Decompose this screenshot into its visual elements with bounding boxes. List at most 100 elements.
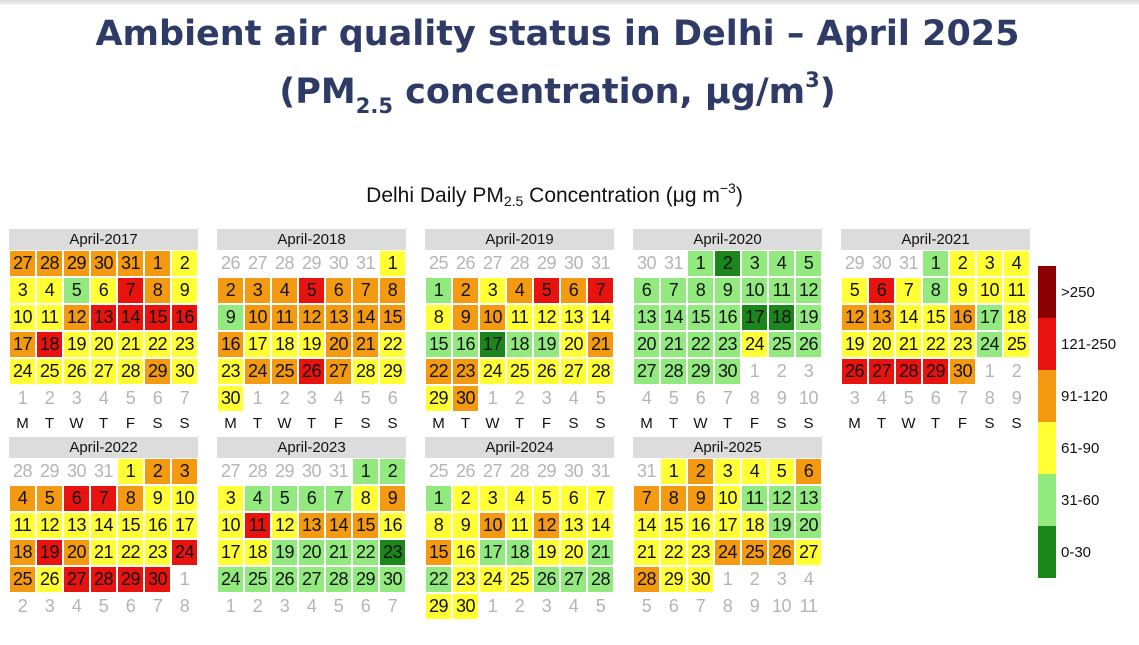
day-cell: 12 xyxy=(36,512,63,539)
day-cell: 14 xyxy=(90,512,117,539)
day-cell: 29 xyxy=(425,385,452,412)
day-cell: 29 xyxy=(687,358,714,385)
day-cell: 17 xyxy=(976,304,1003,331)
day-cell: 11 xyxy=(768,277,795,304)
day-cell: 14 xyxy=(352,304,379,331)
weekday-label: S xyxy=(803,415,814,432)
day-cell: 15 xyxy=(144,304,171,331)
legend-swatch xyxy=(1038,266,1056,318)
day-cell: 22 xyxy=(144,331,171,358)
day-cell: 23 xyxy=(452,566,479,593)
day-cell: 13 xyxy=(298,512,325,539)
weekday-label: T xyxy=(44,415,55,432)
day-cell: 28 xyxy=(325,566,352,593)
day-cell: 28 xyxy=(506,250,533,277)
day-cell: 18 xyxy=(768,304,795,331)
day-cell: 27 xyxy=(633,358,660,385)
day-cell: 19 xyxy=(841,331,868,358)
month-panel-april-2022: April-2022 28 29 30 31 1 2 3 4 5 6 7 8 9 10 11 12 13 14 15 1… xyxy=(9,437,198,645)
day-cell: 12 xyxy=(795,277,822,304)
legend-label: 31-60 xyxy=(1061,492,1100,509)
day-cell: 30 xyxy=(171,358,198,385)
day-cell: 10 xyxy=(479,304,506,331)
day-cell: 4 xyxy=(741,458,768,485)
day-cell: 27 xyxy=(325,358,352,385)
month-grid: 27 28 29 30 31 1 2 3 4 5 6 7 8 9 10 11 12 13 14 15 16 17 18 19 2… xyxy=(217,458,406,620)
day-cell: 16 xyxy=(379,512,406,539)
day-cell: 22 xyxy=(379,331,406,358)
day-cell: 30 xyxy=(144,566,171,593)
day-cell: 19 xyxy=(533,539,560,566)
day-cell: 16 xyxy=(714,304,741,331)
day-cell: 18 xyxy=(741,512,768,539)
day-cell: 27 xyxy=(90,358,117,385)
headline-line2-suffix: ) xyxy=(819,72,836,112)
day-cell: 8 xyxy=(425,304,452,331)
day-cell: 31 xyxy=(660,250,687,277)
legend-label: 0-30 xyxy=(1061,544,1092,561)
legend-label: 121-250 xyxy=(1061,336,1117,353)
day-cell: 9 xyxy=(1003,385,1030,412)
day-cell: 7 xyxy=(90,485,117,512)
day-cell: 15 xyxy=(117,512,144,539)
day-cell: 25 xyxy=(506,566,533,593)
month-grid: 27 28 29 30 31 1 2 3 4 5 6 7 8 9 10 11 12 13 14 15 16 17 18 19 2… xyxy=(9,250,198,412)
day-cell: 23 xyxy=(217,358,244,385)
day-cell: 20 xyxy=(560,331,587,358)
day-cell: 5 xyxy=(587,385,614,412)
day-cell: 15 xyxy=(425,331,452,358)
day-cell: 1 xyxy=(922,250,949,277)
day-cell: 15 xyxy=(425,539,452,566)
day-cell: 19 xyxy=(63,331,90,358)
day-cell: 31 xyxy=(633,458,660,485)
day-cell: 7 xyxy=(587,485,614,512)
month-panel-april-2021: April-2021 29 30 31 1 2 3 4 5 6 7 8 9 10 11 12 13 14 15 16 1… xyxy=(841,229,1030,437)
day-cell: 4 xyxy=(795,566,822,593)
legend-label: >250 xyxy=(1061,284,1095,301)
day-cell: 5 xyxy=(841,277,868,304)
day-cell: 27 xyxy=(868,358,895,385)
day-cell: 18 xyxy=(506,539,533,566)
day-cell: 6 xyxy=(379,385,406,412)
legend-swatch xyxy=(1038,318,1056,370)
day-cell: 3 xyxy=(479,485,506,512)
day-cell: 5 xyxy=(768,458,795,485)
day-cell: 20 xyxy=(868,331,895,358)
day-cell: 12 xyxy=(533,304,560,331)
headline-line2-subscript: 2.5 xyxy=(355,94,393,118)
day-cell: 28 xyxy=(90,566,117,593)
day-cell: 12 xyxy=(63,304,90,331)
day-cell: 1 xyxy=(9,385,36,412)
day-cell: 26 xyxy=(533,358,560,385)
day-cell: 5 xyxy=(271,485,298,512)
day-cell: 28 xyxy=(587,566,614,593)
day-cell: 29 xyxy=(841,250,868,277)
day-cell: 18 xyxy=(9,539,36,566)
month-panel-april-2018: April-2018 26 27 28 29 30 31 1 2 3 4 5 6 7 8 9 10 11 12 13 1… xyxy=(217,229,406,437)
weekday-label: F xyxy=(541,415,552,432)
day-cell: 15 xyxy=(687,304,714,331)
month-grid: 30 31 1 2 3 4 5 6 7 8 9 10 11 12 13 14 15 16 17 18 19 20 21 22 2… xyxy=(633,250,822,412)
day-cell: 16 xyxy=(452,539,479,566)
day-cell: 8 xyxy=(117,485,144,512)
weekday-label: T xyxy=(514,415,525,432)
day-cell: 30 xyxy=(714,358,741,385)
day-cell: 30 xyxy=(298,458,325,485)
day-cell: 12 xyxy=(768,485,795,512)
chart-title-prefix: Delhi Daily PM xyxy=(366,184,504,207)
day-cell: 1 xyxy=(171,566,198,593)
day-cell: 19 xyxy=(768,512,795,539)
day-cell: 26 xyxy=(36,566,63,593)
day-cell: 6 xyxy=(298,485,325,512)
day-cell: 22 xyxy=(425,358,452,385)
day-cell: 13 xyxy=(325,304,352,331)
day-cell: 3 xyxy=(533,385,560,412)
day-cell: 25 xyxy=(425,458,452,485)
day-cell: 14 xyxy=(117,304,144,331)
day-cell: 27 xyxy=(479,458,506,485)
day-cell: 27 xyxy=(560,358,587,385)
day-cell: 23 xyxy=(144,539,171,566)
month-panel-april-2019: April-2019 25 26 27 28 29 30 31 1 2 3 4 5 6 7 8 9 10 11 12 1… xyxy=(425,229,614,437)
month-header: April-2023 xyxy=(217,437,406,458)
